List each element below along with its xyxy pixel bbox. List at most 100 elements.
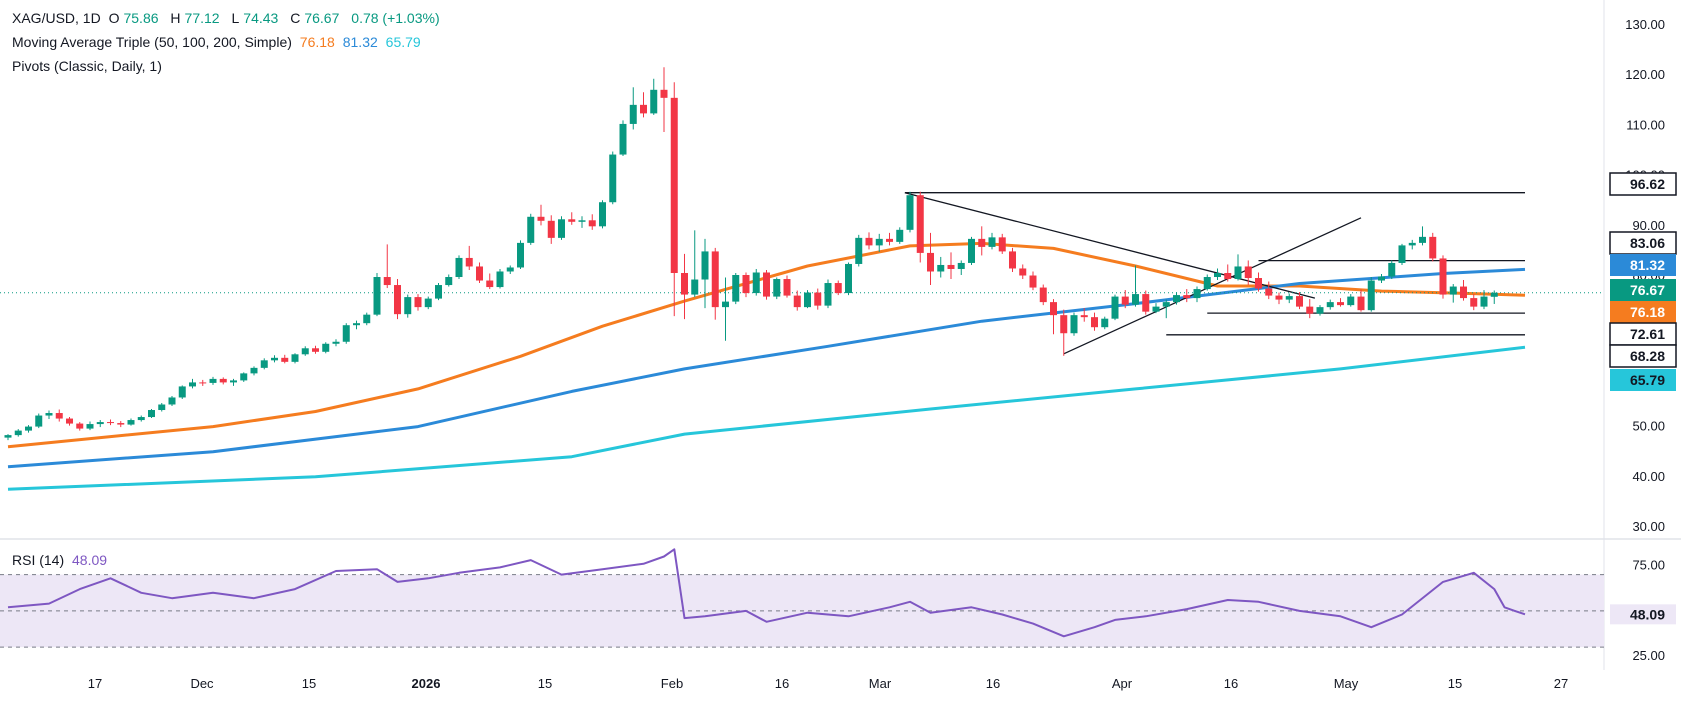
candle-body (1419, 236, 1426, 243)
price-tick-label: 110.00 (1626, 117, 1665, 132)
close-label: C (290, 10, 301, 26)
ma100-value: 81.32 (342, 34, 378, 50)
candle-body (332, 341, 340, 344)
candle-body (660, 89, 668, 98)
candle-body (875, 238, 883, 246)
candle-body (886, 238, 893, 242)
candle-body (824, 283, 832, 306)
candle-body (1203, 277, 1211, 290)
date-tick-label: 16 (775, 676, 789, 691)
ma-legend: Moving Average Triple (50, 100, 200, Sim… (12, 32, 425, 52)
rsi-path (7, 548, 1526, 638)
candle-body (271, 357, 278, 361)
symbol-label[interactable]: XAG/USD, 1D (12, 10, 101, 26)
pivots-title[interactable]: Pivots (Classic, Daily, 1) (12, 58, 162, 74)
candle-body (1408, 242, 1416, 246)
candle-body (1183, 295, 1191, 299)
candle-body (1142, 294, 1150, 312)
candle-body (1121, 296, 1129, 305)
candle-body (301, 348, 309, 355)
candle-body (45, 413, 53, 416)
candle-body (383, 277, 391, 286)
date-tick-label: 15 (1448, 676, 1462, 691)
candle-body (1296, 296, 1303, 307)
candle-body (1449, 286, 1457, 295)
price-tick-label: 40.00 (1632, 469, 1665, 484)
candle-body (845, 263, 852, 294)
rsi-badge-bg (1610, 604, 1676, 625)
candle-body (1152, 306, 1160, 312)
candle-body (998, 237, 1006, 252)
candle-body (691, 279, 699, 295)
candle-body (855, 237, 863, 264)
price-badge-bg (1610, 369, 1676, 391)
date-tick-label: 15 (302, 676, 316, 691)
candle-body (629, 104, 637, 124)
candle-body (260, 360, 268, 368)
candle-body (742, 275, 750, 294)
candle-body (25, 426, 32, 431)
close-value: 76.67 (304, 10, 340, 26)
rsi-badge-label: 48.09 (1630, 606, 1665, 622)
candle-body (1050, 302, 1057, 316)
candle-body (445, 277, 453, 286)
candle-body (927, 252, 934, 272)
ma-title[interactable]: Moving Average Triple (50, 100, 200, Sim… (12, 34, 292, 50)
candle-body (547, 220, 555, 238)
candle-body (1439, 258, 1447, 295)
candle-body (957, 262, 965, 269)
candle-body (1255, 278, 1262, 289)
candle-body (906, 195, 914, 230)
candle-body (373, 277, 381, 315)
candle-body (568, 219, 576, 222)
date-tick-label: Dec (190, 676, 214, 691)
candle-body (312, 348, 319, 352)
candle-body (506, 267, 514, 272)
candle-body (1091, 317, 1098, 328)
price-tick-label: 90.00 (1632, 218, 1665, 233)
candle-body (1193, 289, 1201, 299)
candle-body (209, 378, 217, 383)
candle-body (1132, 294, 1139, 305)
candle-body (1019, 268, 1027, 276)
candle-body (1460, 286, 1467, 299)
candle-body (681, 272, 688, 295)
low-label: L (231, 10, 240, 26)
candle-body (1316, 307, 1324, 314)
candle-body (1039, 287, 1047, 303)
candle-body (455, 257, 463, 278)
candle-body (1285, 296, 1293, 300)
candle-body (1480, 296, 1488, 307)
open-label: O (108, 10, 120, 26)
price-tick-label: 30.00 (1632, 519, 1665, 534)
candles (4, 67, 1498, 441)
candle-body (640, 104, 647, 114)
candle-body (988, 237, 996, 247)
candle-body (814, 292, 822, 306)
candle-body (189, 382, 196, 387)
trendline-segment (1063, 217, 1362, 355)
price-badge-label: 81.32 (1630, 257, 1665, 273)
price-tick-label: 50.00 (1632, 419, 1665, 434)
candle-body (96, 422, 104, 425)
candle-body (537, 216, 545, 221)
candle-body (107, 422, 114, 424)
candle-body (1060, 315, 1068, 334)
candle-body (199, 382, 207, 384)
candle-body (465, 257, 473, 267)
candle-body (609, 154, 617, 203)
candle-body (1173, 295, 1180, 303)
date-tick-label: May (1334, 676, 1359, 691)
candle-body (834, 283, 842, 294)
rsi-title[interactable]: RSI (14) (12, 552, 65, 568)
candle-body (670, 97, 678, 273)
candle-body (1398, 245, 1406, 263)
candle-body (127, 420, 135, 425)
candle-body (1009, 251, 1016, 269)
candle-body (773, 279, 781, 297)
candle-body (1470, 298, 1478, 307)
candle-body (978, 238, 986, 247)
price-badge-bg (1610, 301, 1676, 323)
candle-body (86, 424, 94, 429)
